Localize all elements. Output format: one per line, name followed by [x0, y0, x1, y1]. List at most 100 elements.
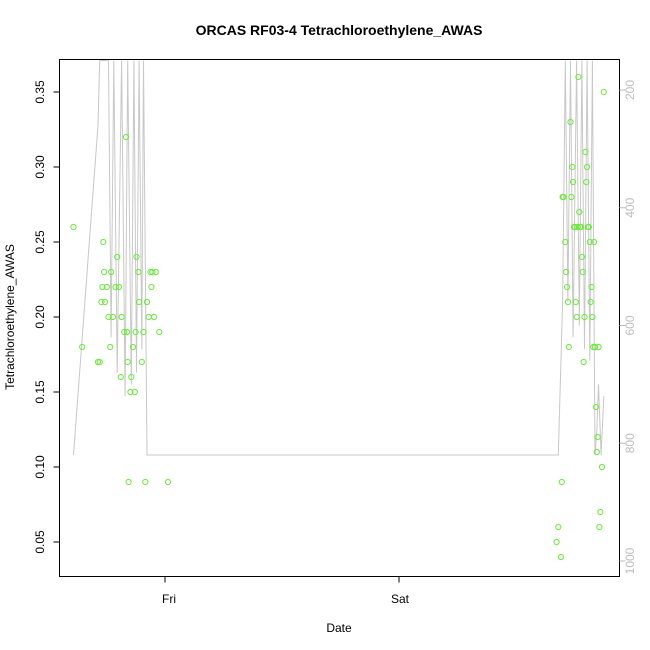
data-point: [580, 358, 587, 366]
data-point: [128, 373, 135, 381]
data-point: [569, 163, 576, 171]
data-point: [582, 148, 589, 156]
data-point: [124, 358, 131, 366]
data-point: [150, 313, 158, 321]
data-point: [555, 523, 562, 531]
data-point: [117, 373, 124, 381]
data-point: [101, 268, 108, 276]
x-axis: Fri Sat: [162, 576, 410, 606]
data-point: [579, 268, 586, 276]
data-point: [594, 433, 601, 441]
data-point: [597, 508, 604, 516]
data-point: [148, 283, 155, 291]
data-point: [107, 343, 114, 351]
data-point: [598, 463, 606, 471]
data-point: [589, 313, 596, 321]
data-point: [583, 178, 590, 186]
data-point: [563, 268, 570, 276]
chart-title: ORCAS RF03-4 Tetrachloroethylene_AWAS: [196, 22, 483, 38]
x-axis-label: Date: [326, 621, 352, 635]
data-point: [591, 238, 598, 246]
right-y-tick-label: 400: [623, 197, 637, 217]
y-tick-label: 0.20: [33, 305, 47, 329]
data-point: [127, 388, 134, 396]
data-point: [108, 268, 115, 276]
right-y-tick-label: 1000: [623, 547, 637, 574]
data-point: [584, 163, 591, 171]
data-point: [123, 328, 131, 336]
data-point: [156, 328, 163, 336]
data-point: [115, 283, 123, 291]
data-point: [592, 403, 600, 411]
data-point: [101, 298, 109, 306]
data-point: [570, 178, 577, 186]
data-point: [114, 253, 121, 261]
data-point: [593, 448, 600, 456]
data-point: [563, 283, 571, 291]
data-point: [558, 478, 565, 486]
data-point: [568, 193, 575, 201]
x-tick-label: Fri: [162, 592, 176, 606]
data-point: [585, 223, 593, 231]
data-point: [149, 268, 156, 276]
data-point: [140, 328, 147, 336]
plot-frame: [59, 59, 620, 577]
y-axis-label: Tetrachloroethylene_AWAS: [3, 244, 17, 390]
data-point: [591, 343, 599, 351]
data-point: [564, 298, 572, 306]
data-point: [143, 298, 151, 306]
data-point: [577, 223, 585, 231]
right-y-tick-label: 200: [623, 80, 637, 100]
data-point: [125, 478, 132, 486]
right-axis-line: [73, 60, 605, 456]
data-point: [79, 343, 86, 351]
data-point: [133, 253, 140, 261]
data-point: [118, 313, 125, 321]
data-point: [132, 328, 139, 336]
data-point: [557, 553, 565, 561]
data-point: [96, 358, 103, 366]
data-point: [100, 238, 107, 246]
data-point: [136, 298, 143, 306]
data-point: [600, 88, 607, 96]
y-tick-label: 0.35: [33, 80, 47, 104]
secondary-line-series: [73, 60, 605, 456]
data-point: [581, 313, 588, 321]
data-point: [138, 358, 145, 366]
data-point: [560, 193, 567, 201]
data-point: [129, 343, 137, 351]
data-point: [567, 118, 574, 126]
points-series: [70, 73, 607, 561]
data-point: [575, 73, 582, 81]
data-point: [586, 238, 593, 246]
data-point: [94, 358, 102, 366]
y-tick-label: 0.25: [33, 230, 47, 254]
data-point: [574, 223, 581, 231]
right-y-tick-label: 800: [623, 433, 637, 453]
data-point: [103, 283, 110, 291]
data-point: [572, 298, 579, 306]
data-point: [164, 478, 172, 486]
y-tick-label: 0.05: [33, 530, 47, 554]
data-point: [131, 388, 138, 396]
data-point: [152, 268, 159, 276]
data-point: [553, 538, 560, 546]
data-point: [122, 133, 130, 141]
data-point: [578, 253, 586, 261]
right-y-tick-label: 600: [623, 315, 637, 335]
y-tick-label: 0.10: [33, 455, 47, 479]
y-axis: 0.05 0.10 0.15 0.20 0.25 0.30 0.35: [33, 80, 60, 554]
data-point: [112, 283, 119, 291]
data-point: [98, 298, 105, 306]
data-point: [135, 268, 142, 276]
data-point: [562, 238, 569, 246]
data-point: [70, 223, 77, 231]
data-point: [565, 343, 572, 351]
data-point: [121, 328, 128, 336]
data-point: [99, 283, 106, 291]
data-point: [595, 343, 602, 351]
right-y-axis: 200 400 600 800 1000: [619, 80, 637, 574]
data-point: [109, 313, 117, 321]
data-point: [596, 523, 603, 531]
